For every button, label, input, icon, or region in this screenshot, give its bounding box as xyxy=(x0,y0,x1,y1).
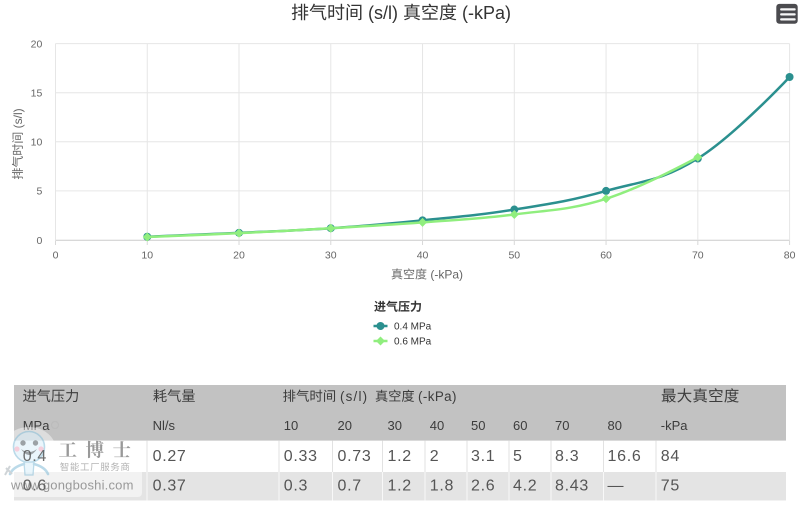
svg-text:15: 15 xyxy=(31,88,43,100)
svg-text:10: 10 xyxy=(284,418,298,433)
svg-text:MPa: MPa xyxy=(23,418,51,433)
svg-text:8.3: 8.3 xyxy=(555,448,579,465)
svg-text:60: 60 xyxy=(600,250,612,262)
svg-text:10: 10 xyxy=(31,137,43,149)
svg-text:0.4 MPa: 0.4 MPa xyxy=(394,322,432,333)
svg-text:75: 75 xyxy=(661,478,680,495)
svg-text:80: 80 xyxy=(784,250,796,262)
svg-text:20: 20 xyxy=(31,38,43,50)
svg-text:8.43: 8.43 xyxy=(555,478,589,495)
svg-text:80: 80 xyxy=(608,418,622,433)
svg-text:0.3: 0.3 xyxy=(284,478,308,495)
svg-text:70: 70 xyxy=(692,250,704,262)
svg-text:0.33: 0.33 xyxy=(284,448,318,465)
svg-text:(-kPa): (-kPa) xyxy=(418,389,457,404)
svg-text:www.gongboshi.com: www.gongboshi.com xyxy=(10,478,134,493)
svg-text:0.73: 0.73 xyxy=(338,448,372,465)
svg-text:1.2: 1.2 xyxy=(388,448,412,465)
svg-text:0: 0 xyxy=(36,235,42,247)
svg-text:70: 70 xyxy=(555,418,569,433)
svg-text:40: 40 xyxy=(430,418,444,433)
svg-text:40: 40 xyxy=(417,250,429,262)
svg-text:1.8: 1.8 xyxy=(430,478,454,495)
svg-text:5: 5 xyxy=(513,448,523,465)
svg-text:—: — xyxy=(608,478,625,495)
svg-text:0.6: 0.6 xyxy=(23,478,47,495)
svg-text:0.37: 0.37 xyxy=(153,478,187,495)
svg-text:0: 0 xyxy=(53,250,59,262)
svg-text:2: 2 xyxy=(430,448,440,465)
svg-text:0.6 MPa: 0.6 MPa xyxy=(394,337,432,348)
svg-text:(-kPa): (-kPa) xyxy=(427,268,463,282)
svg-text:(s/l): (s/l) xyxy=(11,108,25,131)
svg-text:20: 20 xyxy=(233,250,245,262)
svg-text:60: 60 xyxy=(513,418,527,433)
svg-text:-kPa: -kPa xyxy=(661,418,689,433)
svg-text:30: 30 xyxy=(325,250,337,262)
svg-text:50: 50 xyxy=(471,418,485,433)
svg-text:10: 10 xyxy=(141,250,153,262)
svg-text:3.1: 3.1 xyxy=(471,448,495,465)
svg-text:30: 30 xyxy=(388,418,402,433)
svg-text:50: 50 xyxy=(508,250,520,262)
svg-text:84: 84 xyxy=(661,448,680,465)
svg-text:0.7: 0.7 xyxy=(338,478,362,495)
svg-text:2.6: 2.6 xyxy=(471,478,495,495)
svg-text:20: 20 xyxy=(338,418,352,433)
svg-text:5: 5 xyxy=(36,186,42,198)
svg-text:Nl/s: Nl/s xyxy=(153,418,176,433)
svg-text:16.6: 16.6 xyxy=(608,448,642,465)
svg-text:(s/l): (s/l) xyxy=(363,3,403,23)
svg-text:(s/l): (s/l) xyxy=(340,389,368,404)
svg-text:0.4: 0.4 xyxy=(23,448,47,465)
svg-text:0.27: 0.27 xyxy=(153,448,187,465)
svg-text:(-kPa): (-kPa) xyxy=(457,3,511,23)
svg-text:1.2: 1.2 xyxy=(388,478,412,495)
svg-text:4.2: 4.2 xyxy=(513,478,537,495)
